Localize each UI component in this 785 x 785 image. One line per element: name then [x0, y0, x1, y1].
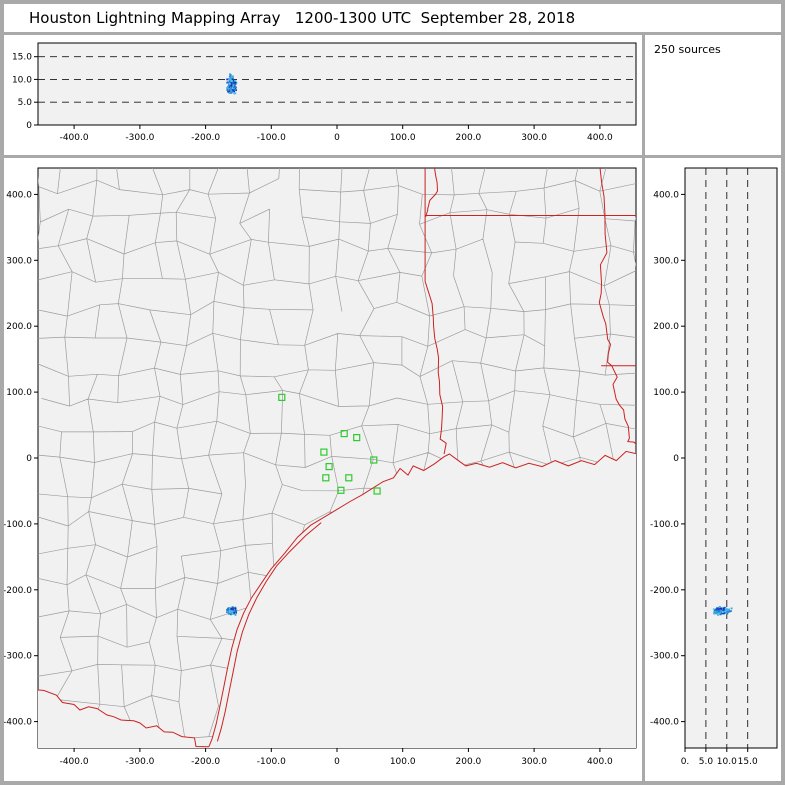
- svg-text:100.0: 100.0: [390, 133, 416, 143]
- svg-text:200.0: 200.0: [456, 757, 482, 767]
- title-bar: Houston Lightning Mapping Array 1200-130…: [4, 4, 781, 32]
- svg-text:400.0: 400.0: [6, 190, 32, 200]
- svg-text:400.0: 400.0: [653, 190, 679, 200]
- svg-text:200.0: 200.0: [653, 322, 679, 332]
- svg-text:-200.0: -200.0: [191, 757, 220, 767]
- svg-text:5.0: 5.0: [18, 98, 33, 108]
- svg-text:0: 0: [26, 454, 32, 464]
- svg-text:15.0: 15.0: [738, 757, 758, 767]
- plot-panels-grid: -400.0 -300.0 -200.0 -100.0 0 100.0 200.0 300.0…: [4, 35, 781, 781]
- map-panel: -400.0 -300.0 -200.0 -100.0 0 100.0 200.0 300.0…: [4, 158, 642, 781]
- svg-text:400.0: 400.0: [587, 133, 613, 143]
- svg-text:400.0: 400.0: [587, 757, 613, 767]
- svg-text:-300.0: -300.0: [125, 757, 154, 767]
- svg-text:0: 0: [673, 454, 679, 464]
- altitude-vs-eastwest-chart[interactable]: -400.0 -300.0 -200.0 -100.0 0 100.0 200.0 300.0…: [4, 35, 642, 155]
- svg-text:-300.0: -300.0: [4, 652, 32, 662]
- svg-text:0: 0: [334, 757, 340, 767]
- svg-text:300.0: 300.0: [6, 256, 32, 266]
- svg-text:0: 0: [334, 133, 340, 143]
- svg-text:-100.0: -100.0: [650, 520, 679, 530]
- altitude-ns-panel: 0. 5.0 10.0 15.0 400.0 300.0 200.0 100.0 0 -100.0…: [645, 158, 781, 781]
- svg-text:300.0: 300.0: [521, 133, 547, 143]
- svg-text:10.0: 10.0: [12, 75, 32, 85]
- svg-text:-200.0: -200.0: [191, 133, 220, 143]
- window-title: Houston Lightning Mapping Array 1200-130…: [29, 9, 576, 27]
- svg-text:-400.0: -400.0: [650, 718, 679, 728]
- svg-text:5.0: 5.0: [699, 757, 714, 767]
- altitude-vs-northsouth-chart[interactable]: 0. 5.0 10.0 15.0 400.0 300.0 200.0 100.0 0 -100.0…: [645, 158, 781, 781]
- svg-text:200.0: 200.0: [456, 133, 482, 143]
- svg-text:100.0: 100.0: [653, 388, 679, 398]
- svg-text:0: 0: [26, 121, 32, 131]
- svg-text:0.: 0.: [681, 757, 690, 767]
- svg-text:10.0: 10.0: [717, 757, 737, 767]
- svg-text:-300.0: -300.0: [125, 133, 154, 143]
- altitude-ew-panel: -400.0 -300.0 -200.0 -100.0 0 100.0 200.0 300.0…: [4, 35, 642, 155]
- svg-text:200.0: 200.0: [6, 322, 32, 332]
- svg-text:-100.0: -100.0: [257, 133, 286, 143]
- svg-text:-100.0: -100.0: [257, 757, 286, 767]
- svg-text:-100.0: -100.0: [4, 520, 32, 530]
- svg-text:15.0: 15.0: [12, 53, 32, 63]
- sources-count-label: 250 sources: [654, 43, 721, 56]
- svg-text:100.0: 100.0: [6, 388, 32, 398]
- svg-text:-400.0: -400.0: [4, 718, 32, 728]
- svg-text:-200.0: -200.0: [650, 586, 679, 596]
- svg-text:300.0: 300.0: [653, 256, 679, 266]
- svg-text:-400.0: -400.0: [60, 757, 89, 767]
- svg-text:-400.0: -400.0: [60, 133, 89, 143]
- svg-text:-200.0: -200.0: [4, 586, 32, 596]
- svg-text:-300.0: -300.0: [650, 652, 679, 662]
- plan-view-map-chart[interactable]: -400.0 -300.0 -200.0 -100.0 0 100.0 200.0 300.0…: [4, 158, 642, 781]
- sources-count-panel: 250 sources: [645, 35, 781, 155]
- svg-text:100.0: 100.0: [390, 757, 416, 767]
- svg-text:300.0: 300.0: [521, 757, 547, 767]
